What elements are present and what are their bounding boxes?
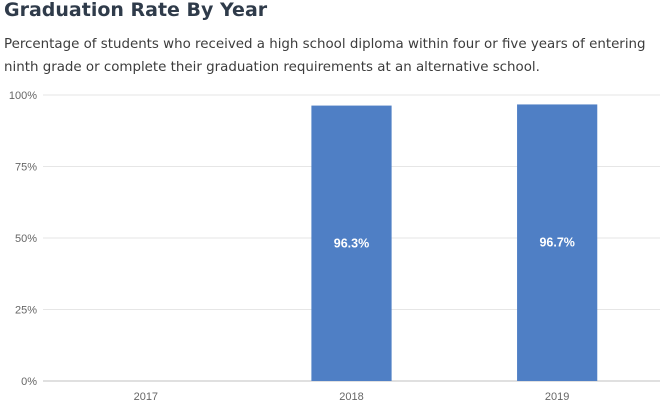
y-tick-label: 75% bbox=[15, 162, 37, 174]
bar-data-label: 96.7% bbox=[539, 236, 574, 250]
bar bbox=[517, 104, 598, 382]
y-tick-label: 50% bbox=[15, 233, 37, 245]
y-tick-label: 0% bbox=[21, 376, 37, 388]
x-tick-label: 2017 bbox=[134, 391, 158, 403]
y-tick-label: 25% bbox=[15, 305, 37, 317]
bar-data-label: 96.3% bbox=[334, 236, 369, 250]
bar bbox=[311, 105, 392, 381]
chart-subtitle: Percentage of students who received a hi… bbox=[4, 37, 646, 75]
x-tick-label: 2018 bbox=[339, 391, 363, 403]
x-tick-label: 2019 bbox=[545, 391, 569, 403]
chart-title: Graduation Rate By Year bbox=[4, 0, 268, 21]
y-tick-label: 100% bbox=[9, 90, 37, 102]
